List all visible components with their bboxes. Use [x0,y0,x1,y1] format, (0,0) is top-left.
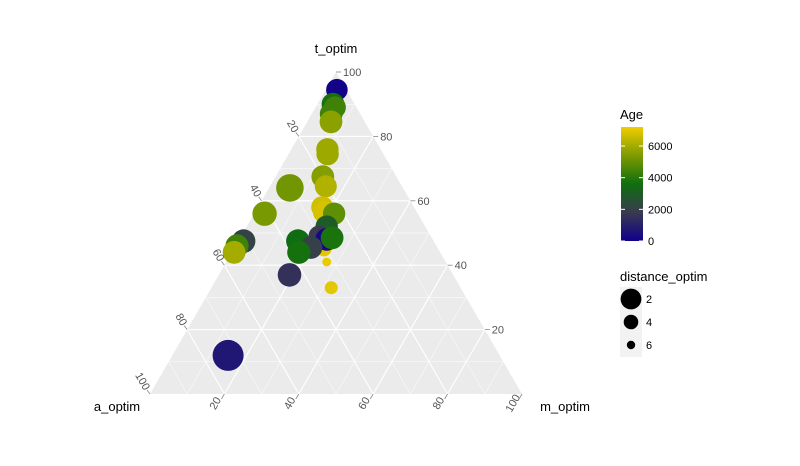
right-axis-label: m_optim [540,399,590,414]
m-axis-tick [295,393,300,400]
top-axis-label: t_optim [315,41,358,56]
m-axis-tick-label: 80 [431,395,448,412]
t-axis-tick-label: 80 [380,131,392,143]
gridline [279,168,411,395]
m-axis-tick [369,393,374,400]
gridline [484,361,504,395]
size-legend-label: 6 [646,340,652,352]
a-axis-tick [295,132,300,137]
m-axis-tick [221,393,225,400]
a-axis-tick-label: 40 [247,183,264,200]
a-axis-tick [146,389,151,395]
a-axis-tick [221,260,225,266]
data-point [222,240,246,264]
a-axis-tick-label: 100 [132,371,152,393]
data-point [212,339,244,371]
color-legend-label: 4000 [648,173,672,185]
size-legend-label: 4 [646,317,652,329]
data-point [277,263,302,287]
data-point [320,226,344,250]
m-axis-tick [518,393,523,400]
plot-area: 20 20 20 40 40 40 60 60 60 80 80 80 100 100 100 [132,67,523,414]
data-point [314,175,337,198]
data-point [287,240,311,264]
m-axis-tick-label: 60 [356,395,373,412]
data-point [319,110,343,134]
t-axis-tick-label: 100 [343,67,361,79]
m-axis-tick-label: 100 [504,393,524,415]
gridline [242,232,337,395]
m-axis-tick-label: 40 [282,395,299,412]
gridline [372,264,449,395]
size-legend-label: 2 [646,294,652,306]
a-axis-tick-label: 80 [172,311,189,328]
data-points [212,78,348,371]
color-legend-bar [621,127,643,241]
m-axis-tick [444,393,448,400]
data-point [322,257,332,267]
size-legend-key [623,314,639,330]
size-legend-key [626,340,636,350]
data-point [324,281,338,295]
m-axis-tick-label: 20 [208,395,225,412]
gridline [168,361,188,395]
gridline [317,104,486,395]
gridline [186,329,225,395]
left-axis-label: a_optim [94,399,140,414]
gridline [261,168,393,395]
data-point [316,142,339,166]
t-axis-tick-label: 40 [455,260,467,272]
a-axis-tick [258,196,262,202]
gridlines [168,103,504,395]
color-legend-label: 6000 [648,141,672,153]
size-legend: distance_optim 2 4 6 [620,269,707,357]
a-axis-tick-label: 60 [210,247,227,264]
t-axis-tick-label: 20 [492,325,504,337]
gridline [335,232,430,395]
color-legend: Age 0 2000 4000 6000 [620,107,672,248]
size-legend-title: distance_optim [620,269,707,284]
gridline [447,329,486,395]
gridline [223,264,300,395]
data-point [276,174,304,202]
a-axis-tick-label: 20 [284,118,301,135]
a-axis-tick [183,325,188,330]
gridline [410,297,467,395]
color-legend-title: Age [620,107,643,122]
color-legend-label: 2000 [648,204,672,216]
data-point [252,201,277,226]
size-legend-key [620,288,642,310]
t-axis-tick-label: 60 [417,196,429,208]
color-legend-label: 0 [648,236,654,248]
